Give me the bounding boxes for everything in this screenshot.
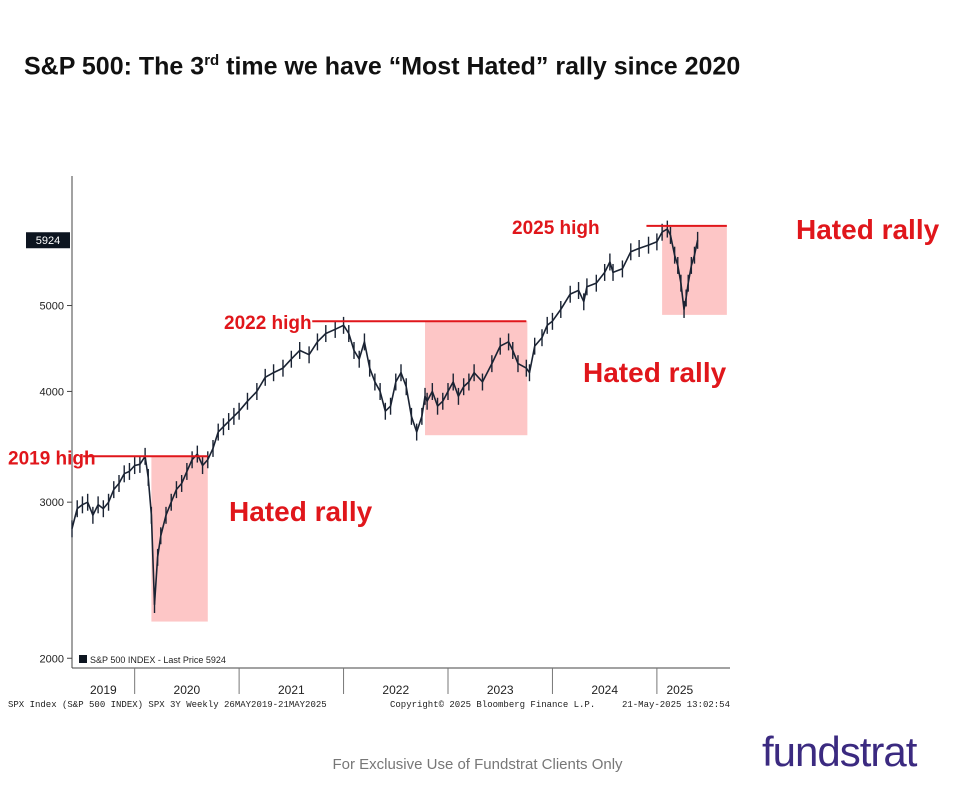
y-tick-label-4000: 4000 [40, 386, 64, 398]
y-tick-label-5000: 5000 [40, 301, 64, 313]
rally-layer [151, 225, 727, 622]
rally-label-1: Hated rally [229, 496, 373, 527]
source-footer-right: 21-May-2025 13:02:54 [622, 700, 730, 710]
high-label-2019: 2019 high [8, 448, 96, 469]
y-tick-label-2000: 2000 [40, 653, 64, 665]
text-layer: 2019 high 2022 high 2025 high Hated rally Ha… [8, 214, 940, 710]
high-layer [83, 224, 727, 458]
x-tick-label-2022: 2022 [382, 683, 409, 697]
last-price-box [26, 232, 70, 249]
x-tick-label-2024: 2024 [591, 683, 618, 697]
legend-swatch [79, 655, 87, 663]
y-tick-label-3000: 3000 [40, 497, 64, 509]
rally-label-3: Hated rally [796, 214, 940, 245]
x-tick-label-2021: 2021 [278, 683, 305, 697]
axis-layer: 2000 3000 4000 5000 2019 2020 2021 2022 2023 2024… [40, 176, 730, 697]
page-title: S&P 500: The 3rd time we have “Most Hate… [24, 52, 741, 81]
rally-box-2 [425, 321, 528, 436]
high-label-2022: 2022 high [224, 313, 312, 334]
series-layer: 5924 [26, 220, 699, 614]
x-tick-label-2025: 2025 [667, 683, 694, 697]
footer-text: For Exclusive Use of Fundstrat Clients O… [332, 756, 623, 773]
source-footer-left: SPX Index (S&P 500 INDEX) SPX 3Y Weekly … [8, 700, 327, 710]
source-footer-center: Copyright© 2025 Bloomberg Finance L.P. [390, 700, 595, 710]
high-label-2025: 2025 high [512, 218, 600, 239]
fundstrat-logo: fundstrat [762, 728, 917, 775]
rally-label-2: Hated rally [583, 357, 727, 388]
x-tick-label-2019: 2019 [90, 683, 117, 697]
x-tick-label-2020: 2020 [174, 683, 201, 697]
legend-label: S&P 500 INDEX - Last Price 5924 [90, 655, 226, 665]
x-tick-label-2023: 2023 [487, 683, 514, 697]
last-price-label: 5924 [36, 235, 60, 247]
rally-box-3 [662, 225, 727, 315]
